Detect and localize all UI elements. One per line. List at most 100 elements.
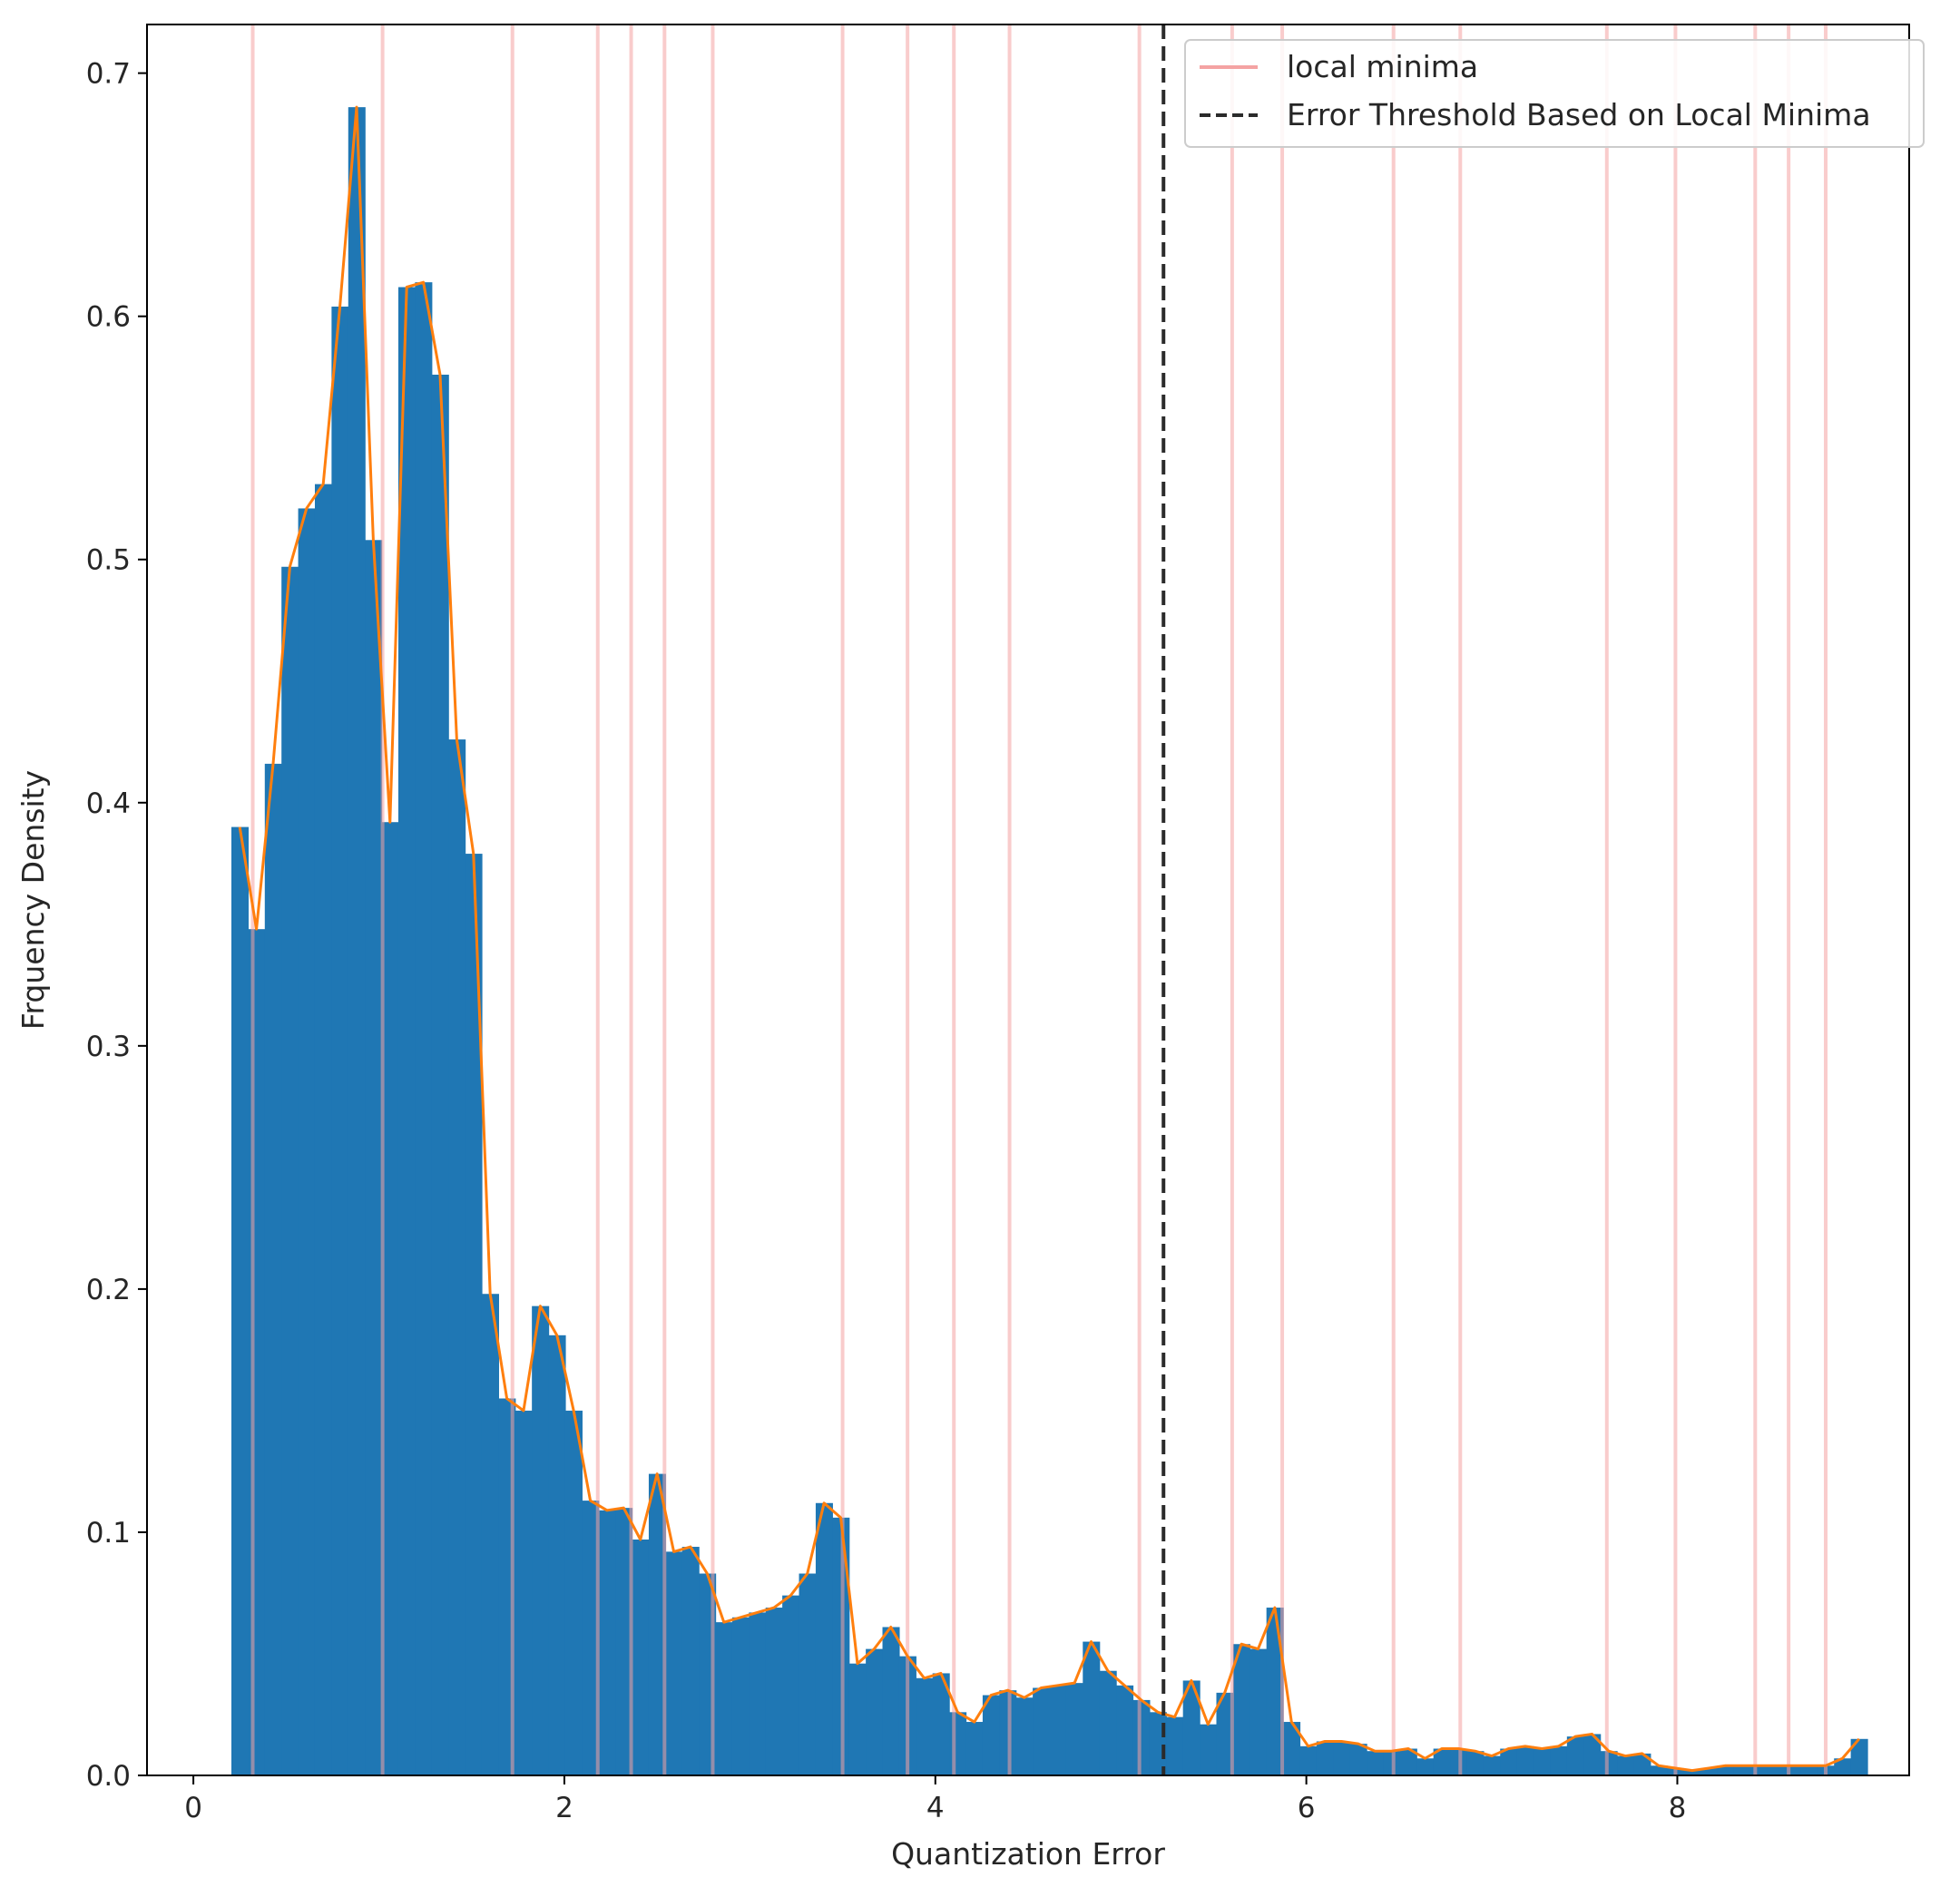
histogram-bar [1015, 1697, 1034, 1775]
histogram-bar [1399, 1748, 1417, 1775]
x-tick-label: 4 [926, 1792, 945, 1824]
histogram-bar [1416, 1758, 1435, 1775]
histogram-bar [514, 1410, 533, 1775]
histogram-bar [1534, 1748, 1552, 1775]
histogram-bar [949, 1712, 967, 1775]
histogram-bar [564, 1410, 583, 1775]
histogram-bar [1717, 1765, 1735, 1775]
legend-local-minima-label: local minima [1287, 49, 1478, 84]
histogram-bar [1367, 1751, 1385, 1775]
histogram-bar [1500, 1748, 1518, 1775]
histogram-bar [1583, 1734, 1602, 1775]
histogram-bar [1149, 1712, 1167, 1775]
histogram-bar [1466, 1751, 1485, 1775]
histogram-bar [431, 375, 449, 1775]
x-tick-label: 6 [1298, 1792, 1316, 1824]
histogram-bar [582, 1501, 600, 1775]
histogram-bar [365, 540, 383, 1775]
y-tick-label: 0.5 [86, 544, 131, 577]
histogram-bar [348, 107, 366, 1775]
histogram-bar [331, 306, 349, 1776]
x-tick-label: 8 [1669, 1792, 1687, 1824]
histogram-bar [1516, 1745, 1534, 1775]
histogram-bar [681, 1547, 700, 1775]
histogram-bar [1433, 1748, 1451, 1775]
y-axis-ticks: 0.0 0.1 0.2 0.3 0.4 0.5 0.6 0.7 [86, 58, 147, 1793]
y-tick-label: 0.2 [86, 1274, 131, 1306]
local-minima-lines [250, 24, 1828, 1775]
histogram-bar [1633, 1753, 1651, 1776]
histogram-bar [448, 739, 466, 1775]
histogram-bar [1800, 1765, 1818, 1775]
histogram-bar [1033, 1687, 1051, 1775]
histogram-bar [1166, 1716, 1184, 1775]
legend-box [1184, 39, 1925, 148]
x-tick-label: 0 [184, 1792, 202, 1824]
y-tick-label: 0.6 [86, 301, 131, 334]
histogram-bar [1550, 1745, 1568, 1775]
histogram-bar [1683, 1770, 1701, 1775]
y-tick-label: 0.1 [86, 1517, 131, 1550]
histogram-bar [465, 854, 483, 1775]
histogram-bar [1566, 1736, 1584, 1775]
histogram-bar [298, 508, 316, 1776]
histogram-bar [1232, 1644, 1250, 1775]
y-tick-label: 0.3 [86, 1031, 131, 1063]
histogram-bar [1316, 1741, 1334, 1775]
histogram-bar [965, 1722, 984, 1775]
legend-threshold-label: Error Threshold Based on Local Minima [1287, 97, 1871, 132]
histogram-bar [799, 1573, 817, 1775]
histogram-bar [665, 1551, 683, 1775]
histogram-bar [1349, 1744, 1367, 1775]
histogram-bar [932, 1673, 950, 1775]
histogram-bar [1182, 1680, 1200, 1775]
histogram-bar [815, 1502, 833, 1775]
histogram-bar [1116, 1685, 1134, 1775]
histogram-bar [314, 484, 333, 1776]
histogram-bar [1200, 1724, 1218, 1775]
histogram-bar [1065, 1683, 1083, 1775]
histogram-bar [397, 287, 416, 1775]
histogram-bar [415, 282, 433, 1775]
histogram-bar [1700, 1767, 1719, 1775]
histogram-bar [882, 1627, 900, 1775]
histogram-bar [231, 826, 250, 1775]
histogram-bar [1733, 1765, 1751, 1775]
histogram-bar [782, 1595, 800, 1775]
histogram-bar [866, 1648, 884, 1775]
histogram-bar [598, 1510, 616, 1775]
histogram-bar [1784, 1765, 1802, 1775]
histogram-bar [281, 566, 299, 1775]
histogram-bar [848, 1663, 867, 1775]
histogram-bar [1283, 1722, 1301, 1775]
histogram-bar [1049, 1685, 1067, 1775]
histogram-bar [715, 1622, 733, 1776]
x-axis-ticks: 0 2 4 6 8 [184, 1775, 1686, 1824]
histogram-bar [1850, 1738, 1868, 1775]
y-tick-label: 0.4 [86, 787, 131, 820]
y-tick-label: 0.7 [86, 58, 131, 91]
histogram-bar [1834, 1758, 1852, 1775]
histogram-bar [632, 1539, 650, 1775]
histogram-bar [1132, 1699, 1151, 1775]
histogram-bar [381, 822, 399, 1775]
histogram-bar [1250, 1648, 1268, 1775]
histogram-bar [481, 1294, 499, 1775]
histogram-bar [548, 1335, 566, 1775]
legend: local minima Error Threshold Based on Lo… [1184, 39, 1925, 148]
histogram-bar [749, 1612, 767, 1775]
histogram-bar [982, 1695, 1000, 1775]
histogram-bar [264, 763, 282, 1775]
histogram-bar [1216, 1692, 1234, 1775]
y-axis-label: Frquency Density [15, 770, 51, 1030]
histogram-bar [615, 1508, 633, 1775]
histogram-bar [731, 1617, 750, 1775]
histogram-bar [1750, 1765, 1769, 1775]
histogram-bar [1099, 1670, 1117, 1775]
plot-frame [146, 24, 1910, 1776]
histogram-bar [248, 929, 266, 1775]
histogram-bar [1600, 1751, 1618, 1775]
histogram-bar [532, 1305, 550, 1775]
y-tick-label: 0.0 [86, 1760, 131, 1793]
